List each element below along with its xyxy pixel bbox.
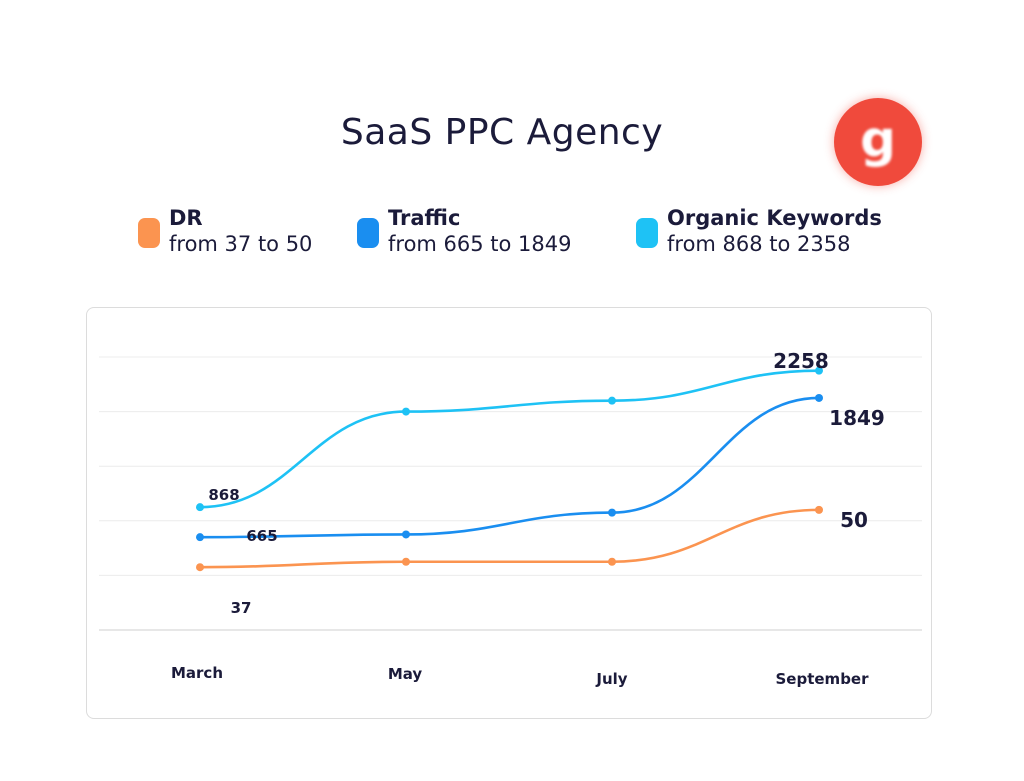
- legend-range-organic-keywords: from 868 to 2358: [667, 232, 851, 256]
- legend-swatch-dr: [138, 218, 160, 248]
- legend-name-traffic: Traffic: [388, 206, 461, 230]
- data-point-organic-keywords: [196, 503, 204, 512]
- data-point-traffic: [608, 508, 616, 517]
- series-line-organic-keywords: [198, 369, 821, 509]
- data-point-organic-keywords: [815, 366, 823, 375]
- plot-area: [86, 307, 932, 719]
- data-point-dr: [402, 557, 410, 566]
- data-point-dr: [815, 505, 823, 514]
- x-tick-label: May: [388, 665, 423, 683]
- data-point-dr: [608, 557, 616, 566]
- x-tick-label: September: [776, 670, 870, 688]
- chart-title: SaaS PPC Agency: [340, 112, 664, 153]
- data-point-organic-keywords: [608, 396, 616, 405]
- series-line-dr: [198, 508, 821, 569]
- legend-swatch-organic-keywords: [636, 218, 658, 248]
- data-point-organic-keywords: [402, 407, 410, 416]
- legend-range-traffic: from 665 to 1849: [388, 232, 572, 256]
- data-point-traffic: [196, 533, 204, 542]
- data-label-traffic: 1849: [829, 406, 885, 430]
- x-tick-label: March: [171, 664, 223, 682]
- data-point-dr: [196, 563, 204, 572]
- brand-logo-glyph: g: [860, 110, 896, 168]
- legend-range-dr: from 37 to 50: [169, 232, 313, 256]
- brand-logo: g: [834, 98, 922, 186]
- data-label-traffic: 665: [246, 527, 277, 545]
- data-point-traffic: [402, 530, 410, 539]
- data-label-dr: 50: [840, 508, 868, 532]
- data-point-traffic: [815, 393, 823, 402]
- legend-name-dr: DR: [169, 206, 203, 230]
- series-line-traffic: [198, 396, 821, 539]
- x-tick-label: July: [595, 670, 627, 688]
- data-label-organic-keywords: 2258: [773, 349, 829, 373]
- data-label-dr: 37: [231, 599, 252, 617]
- legend-name-organic-keywords: Organic Keywords: [667, 206, 882, 230]
- data-label-organic-keywords: 868: [208, 486, 239, 504]
- legend-swatch-traffic: [357, 218, 379, 248]
